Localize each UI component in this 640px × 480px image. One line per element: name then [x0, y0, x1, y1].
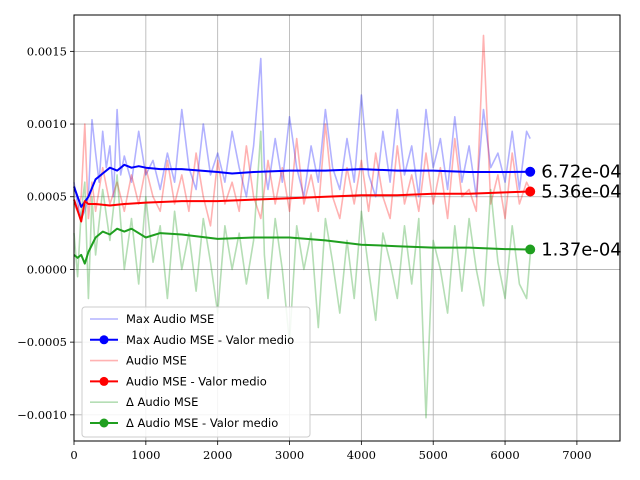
legend-entry-label: Audio MSE - Valor medio — [126, 374, 267, 388]
series-line-max-audio-mse — [73, 57, 531, 220]
end-marker-audio-mse-valor-medio — [525, 186, 536, 197]
y-tick-label: 0.0005 — [27, 190, 67, 204]
legend-marker — [99, 335, 109, 345]
y-axis: −0.0010 −0.0005 0.0000 0.0005 0.0010 0.0015 — [17, 44, 74, 422]
y-tick-label: 0.0015 — [27, 44, 67, 58]
end-value-label: 6.72e-04 — [541, 162, 622, 183]
series-line-audio-mse — [73, 34, 531, 227]
legend-marker — [99, 376, 109, 386]
y-tick-label: −0.0005 — [17, 335, 67, 349]
x-tick-label: 7000 — [562, 448, 591, 462]
series-line-delta-audio-mse-valor-medio — [73, 227, 531, 265]
x-tick-label: 4000 — [347, 448, 376, 462]
grid — [73, 15, 620, 441]
x-tick-label: 2000 — [203, 448, 232, 462]
end-marker-max-audio-mse-valor-medio — [525, 166, 536, 177]
legend-entry-label: Δ Audio MSE - Valor medio — [126, 416, 278, 430]
x-tick-label: 1000 — [131, 448, 160, 462]
end-value-label: 5.36e-04 — [541, 182, 622, 203]
legend-entry-label: Δ Audio MSE — [126, 395, 198, 409]
x-tick-label: 0 — [70, 448, 77, 462]
x-tick-label: 6000 — [490, 448, 519, 462]
legend: Max Audio MSE Max Audio MSE - Valor medio… — [81, 306, 311, 438]
legend-marker — [99, 418, 109, 428]
legend-entry-label: Max Audio MSE — [126, 312, 214, 326]
x-tick-label: 3000 — [275, 448, 304, 462]
series-line-max-audio-mse-valor-medio — [73, 163, 531, 208]
y-tick-label: 0.0010 — [27, 117, 67, 131]
end-labels: 6.72e-045.36e-04 1.37e-04 — [525, 162, 622, 261]
end-marker-delta-audio-mse-valor-medio — [525, 244, 536, 255]
x-axis: 0 1000 2000 3000 4000 5000 6000 7000 — [70, 441, 592, 462]
legend-entry-label: Audio MSE — [126, 354, 187, 368]
y-tick-label: 0.0000 — [27, 262, 67, 276]
end-value-label: 1.37e-04 — [541, 240, 622, 261]
y-tick-label: −0.0010 — [17, 408, 67, 422]
series-line-audio-mse-valor-medio — [73, 190, 531, 223]
legend-entry-label: Max Audio MSE - Valor medio — [126, 333, 294, 347]
plot-frame — [73, 14, 621, 442]
legend-box — [81, 306, 311, 438]
x-tick-label: 5000 — [419, 448, 448, 462]
